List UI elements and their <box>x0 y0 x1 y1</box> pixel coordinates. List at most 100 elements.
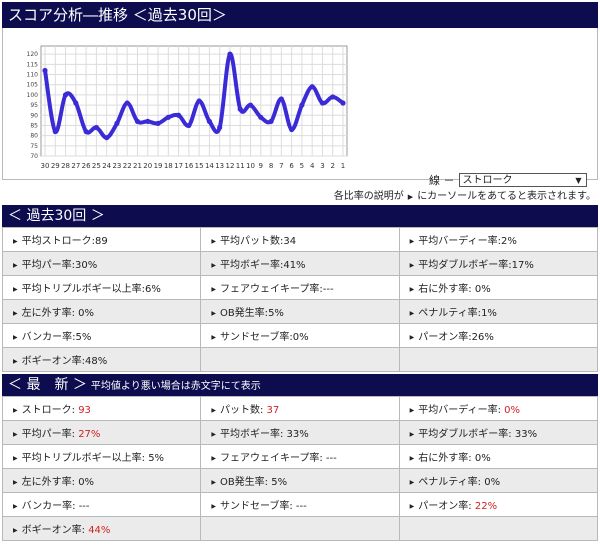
data-point <box>104 135 110 141</box>
stat-value: 0% <box>292 332 309 343</box>
stat-cell: ▶ 平均ボギー率:41% <box>200 251 400 276</box>
stat-cell: ▶ 平均パット数:34 <box>200 227 400 252</box>
triangle-right-icon[interactable]: ▶ <box>13 358 18 365</box>
stat-cell: ▶ 左に外す率: 0% <box>1 468 202 493</box>
triangle-right-icon[interactable]: ▶ <box>13 527 18 534</box>
triangle-right-icon[interactable]: ▶ <box>211 431 216 438</box>
hint-prefix: 各比率の説明が <box>333 191 404 202</box>
triangle-right-icon[interactable]: ▶ <box>13 238 18 245</box>
stat-cell: ▶ 平均ストローク:89 <box>1 227 202 252</box>
triangle-right-icon[interactable]: ▶ <box>409 407 415 414</box>
x-axis: 30 29 28 27 26 25 24 23 22 21 20 19 18 17 16 15 14 13 12 11… <box>41 162 346 170</box>
stat-value: 22% <box>474 501 498 512</box>
stat-label: バンカー率: <box>21 501 79 512</box>
stat-value: 37 <box>266 405 280 416</box>
triangle-right-icon[interactable]: ▶ <box>409 262 415 269</box>
stat-cell: ▶ 平均バーディー率: 0% <box>398 396 599 421</box>
triangle-right-icon[interactable]: ▶ <box>211 334 216 341</box>
table-row: ▶ 平均パー率: 27% ▶ 平均ボギー率: 33% ▶ 平均ダブルボギー率: 33% <box>1 420 599 445</box>
chart-panel: 120 115 110 105 100 95 90 85 80 75 70 30 29 28 27 26 25… <box>2 28 598 187</box>
stat-label: サンドセーブ率: <box>219 332 293 343</box>
stat-label: 右に外す率: <box>418 284 472 295</box>
data-point <box>196 98 202 104</box>
x-tick-label: 5 <box>300 162 304 170</box>
triangle-right-icon[interactable]: ▶ <box>211 262 216 269</box>
triangle-right-icon[interactable]: ▶ <box>409 431 415 438</box>
triangle-right-icon[interactable]: ▶ <box>13 310 18 317</box>
stat-label: 右に外す率: <box>418 453 475 464</box>
triangle-right-icon[interactable]: ▶ <box>409 479 415 486</box>
triangle-right-icon[interactable]: ▶ <box>409 334 415 341</box>
stat-value: 5% <box>268 308 284 319</box>
y-axis: 120 115 110 105 100 95 90 85 80 75 70 <box>27 51 39 160</box>
stat-label: 平均バーディー率: <box>418 236 501 247</box>
triangle-right-icon[interactable]: ▶ <box>13 503 18 510</box>
triangle-right-icon: ▶ <box>407 193 414 201</box>
triangle-right-icon[interactable]: ▶ <box>409 286 415 293</box>
triangle-right-icon[interactable]: ▶ <box>211 479 216 486</box>
x-tick-label: 24 <box>102 162 111 170</box>
stat-label: 平均バーディー率: <box>418 405 505 416</box>
triangle-right-icon[interactable]: ▶ <box>13 479 18 486</box>
x-tick-label: 29 <box>51 162 60 170</box>
stat-value: 34 <box>283 236 297 247</box>
data-point <box>134 118 141 124</box>
x-tick-label: 26 <box>82 162 91 170</box>
triangle-right-icon[interactable]: ▶ <box>409 503 415 510</box>
y-tick-label: 120 <box>27 51 39 58</box>
triangle-right-icon[interactable]: ▶ <box>211 310 216 317</box>
triangle-right-icon[interactable]: ▶ <box>211 455 216 462</box>
y-tick-label: 75 <box>30 143 38 150</box>
stat-value: 0% <box>504 405 521 416</box>
hint-suffix: にカーソールをあてると表示されます。 <box>417 191 596 202</box>
table-row: ▶ バンカー率: --- ▶ サンドセーブ率: --- ▶ パーオン率: 22% <box>1 492 599 517</box>
triangle-right-icon[interactable]: ▶ <box>211 503 216 510</box>
stat-cell: ▶ ストローク: 93 <box>1 396 202 421</box>
data-point <box>165 114 171 120</box>
stat-label: パーオン率: <box>418 332 472 343</box>
data-point <box>114 120 120 127</box>
stat-label: 平均パット数: <box>219 236 284 247</box>
triangle-right-icon[interactable]: ▶ <box>211 286 216 293</box>
x-tick-label: 2 <box>330 162 334 170</box>
stat-cell: ▶ フェアウェイキープ率:--- <box>200 275 400 300</box>
x-tick-label: 19 <box>154 162 163 170</box>
data-point <box>52 128 58 135</box>
x-tick-label: 9 <box>259 162 263 170</box>
stat-value: 33% <box>514 429 538 440</box>
x-tick-label: 1 <box>341 162 345 170</box>
triangle-right-icon[interactable]: ▶ <box>13 334 18 341</box>
stat-cell: ▶ ボギーオン率: 44% <box>1 516 202 541</box>
x-tick-label: 4 <box>310 162 315 170</box>
latest-stats-table: ▶ ストローク: 93 ▶ パット数: 37 ▶ 平均バーディー率: 0% ▶ 平均パー率: … <box>1 396 599 541</box>
triangle-right-icon[interactable]: ▶ <box>409 310 415 317</box>
triangle-right-icon[interactable]: ▶ <box>211 238 216 245</box>
triangle-right-icon[interactable]: ▶ <box>409 238 415 245</box>
stat-cell: ▶ バンカー率: --- <box>1 492 202 517</box>
y-tick-label: 115 <box>27 61 39 68</box>
line-type-select[interactable]: ストローク ▼ <box>458 173 587 187</box>
data-point <box>299 102 305 108</box>
stat-cell: ▶ 平均パー率:30% <box>1 251 202 276</box>
plot-area <box>40 45 348 157</box>
x-tick-label: 6 <box>289 162 294 170</box>
empty-cell <box>398 347 599 372</box>
x-tick-label: 8 <box>269 162 273 170</box>
triangle-right-icon[interactable]: ▶ <box>13 286 18 293</box>
stat-cell: ▶ 平均パー率: 27% <box>1 420 202 445</box>
stat-cell: ▶ 平均バーディー率:2% <box>398 227 599 252</box>
triangle-right-icon[interactable]: ▶ <box>13 262 18 269</box>
data-point <box>330 94 336 100</box>
triangle-right-icon[interactable]: ▶ <box>409 455 415 462</box>
triangle-right-icon[interactable]: ▶ <box>13 431 18 438</box>
data-point <box>124 100 130 106</box>
stat-label: ボギーオン率: <box>21 356 85 367</box>
y-tick-label: 85 <box>30 122 38 129</box>
triangle-right-icon[interactable]: ▶ <box>211 407 216 414</box>
x-tick-label: 12 <box>226 162 235 170</box>
triangle-right-icon[interactable]: ▶ <box>13 407 18 414</box>
stat-value: 41% <box>283 260 306 271</box>
stat-value: --- <box>78 501 90 512</box>
triangle-right-icon[interactable]: ▶ <box>13 455 18 462</box>
